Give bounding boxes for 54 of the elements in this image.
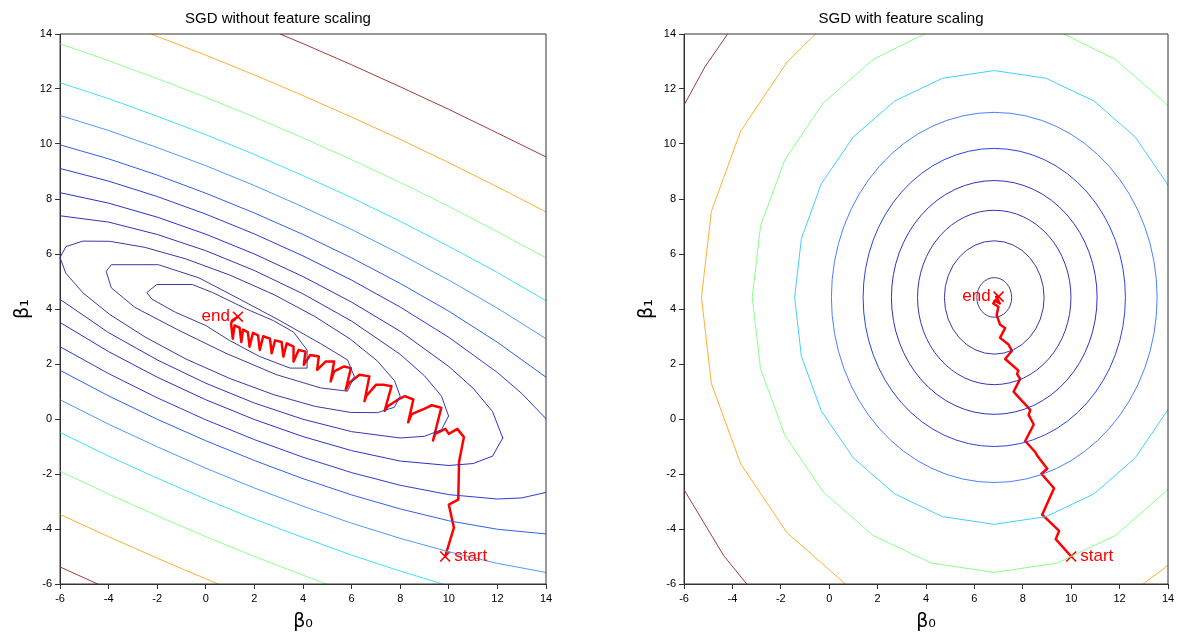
x-tick-label: 12 <box>491 591 504 604</box>
x-tick-label: 2 <box>874 591 881 604</box>
chart-title: SGD with feature scaling <box>818 9 984 27</box>
y-tick-label: 2 <box>45 357 53 370</box>
y-tick-label: 8 <box>45 192 53 205</box>
y-tick-label: -4 <box>666 522 677 535</box>
x-tick-label: 8 <box>397 591 404 604</box>
x-tick-label: 10 <box>442 591 455 604</box>
y-axis-title: β₁ <box>634 299 657 319</box>
x-tick-label: 0 <box>826 591 833 604</box>
x-tick-label: 6 <box>971 591 978 604</box>
chart-title: SGD without feature scaling <box>185 9 371 27</box>
y-tick-label: 0 <box>669 412 677 425</box>
y-tick-label: 6 <box>45 247 53 260</box>
y-tick-label: 12 <box>39 82 53 95</box>
y-tick-label: 10 <box>663 137 677 150</box>
y-tick-label: 12 <box>663 82 677 95</box>
y-tick-label: -6 <box>42 577 53 590</box>
y-axis-title: β₁ <box>10 299 33 319</box>
y-tick-label: 14 <box>39 27 53 40</box>
annotation: start <box>1080 546 1114 566</box>
x-tick-label: 14 <box>539 591 553 604</box>
y-tick-label: 8 <box>669 192 677 205</box>
y-tick-label: 4 <box>669 302 677 315</box>
annotation: end <box>962 286 991 306</box>
x-tick-label: 14 <box>1161 591 1175 604</box>
x-tick-label: 0 <box>202 591 209 604</box>
x-tick-label: 2 <box>251 591 258 604</box>
x-tick-label: -6 <box>679 591 689 604</box>
x-tick-label: 10 <box>1065 591 1078 604</box>
x-tick-label: -6 <box>55 591 65 604</box>
annotation: end <box>201 306 230 326</box>
x-tick-label: -4 <box>727 591 738 604</box>
x-tick-label: -4 <box>103 591 114 604</box>
x-tick-label: -2 <box>775 591 786 604</box>
x-tick-label: -2 <box>152 591 163 604</box>
y-tick-label: 4 <box>45 302 53 315</box>
x-axis-title: β₀ <box>916 608 936 631</box>
y-tick-label: -4 <box>42 522 53 535</box>
x-tick-label: 4 <box>299 591 307 604</box>
y-tick-label: 10 <box>39 137 53 150</box>
y-tick-label: -2 <box>666 467 677 480</box>
y-tick-label: -6 <box>666 577 677 590</box>
y-tick-label: 14 <box>663 27 677 40</box>
x-tick-label: 4 <box>922 591 930 604</box>
y-tick-label: 6 <box>669 247 677 260</box>
x-tick-label: 8 <box>1019 591 1026 604</box>
y-tick-label: 2 <box>669 357 677 370</box>
x-axis-title: β₀ <box>293 608 313 631</box>
y-tick-label: 0 <box>45 412 53 425</box>
annotation: start <box>454 546 488 566</box>
y-tick-label: -2 <box>42 467 53 480</box>
x-tick-label: 12 <box>1113 591 1126 604</box>
x-tick-label: 6 <box>348 591 355 604</box>
